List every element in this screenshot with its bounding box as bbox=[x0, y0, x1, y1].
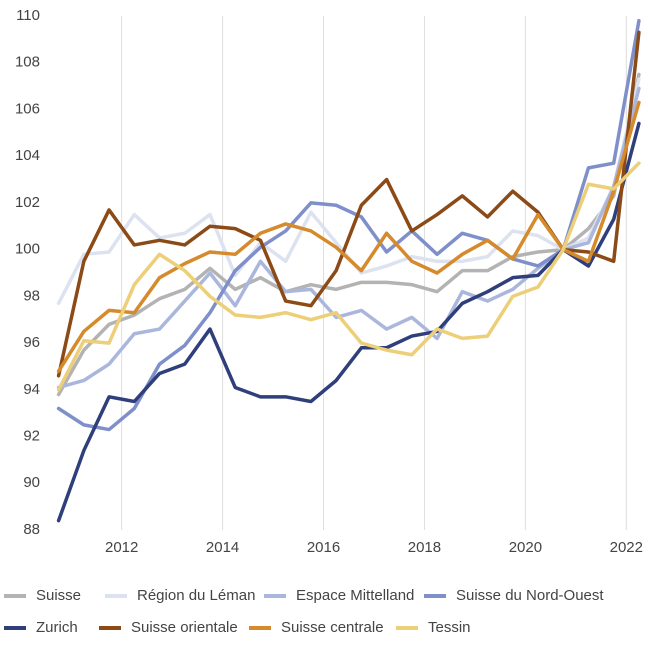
legend-label: Espace Mittelland bbox=[296, 587, 414, 604]
y-tick-label: 104 bbox=[15, 147, 40, 164]
legend-label: Suisse du Nord-Ouest bbox=[456, 587, 604, 604]
y-tick-label: 110 bbox=[16, 7, 40, 24]
y-tick-label: 94 bbox=[23, 381, 40, 398]
legend-label: Tessin bbox=[428, 619, 471, 636]
legend-label: Suisse centrale bbox=[281, 619, 384, 636]
legend-label: Région du Léman bbox=[137, 587, 255, 604]
legend-label: Suisse orientale bbox=[131, 619, 238, 636]
x-tick-label: 2020 bbox=[509, 539, 542, 556]
y-tick-label: 96 bbox=[23, 334, 40, 351]
y-tick-label: 102 bbox=[15, 194, 40, 211]
x-tick-label: 2018 bbox=[408, 539, 441, 556]
x-tick-label: 2014 bbox=[206, 539, 239, 556]
x-tick-label: 2022 bbox=[610, 539, 643, 556]
series-line bbox=[56, 100, 641, 373]
y-tick-label: 108 bbox=[15, 54, 40, 71]
series-line bbox=[56, 18, 641, 432]
y-tick-label: 92 bbox=[23, 428, 40, 445]
series-line bbox=[56, 161, 641, 392]
y-tick-label: 100 bbox=[15, 241, 40, 258]
y-tick-label: 98 bbox=[23, 287, 40, 304]
x-tick-label: 2012 bbox=[105, 539, 138, 556]
x-tick-label: 2016 bbox=[307, 539, 340, 556]
series-line bbox=[56, 72, 641, 397]
series-line bbox=[56, 30, 641, 378]
y-tick-label: 88 bbox=[23, 521, 40, 538]
series-line bbox=[56, 121, 641, 523]
legend-label: Zurich bbox=[36, 619, 78, 636]
legend-label: Suisse bbox=[36, 587, 81, 604]
y-tick-label: 90 bbox=[23, 474, 40, 491]
y-tick-label: 106 bbox=[15, 100, 40, 117]
